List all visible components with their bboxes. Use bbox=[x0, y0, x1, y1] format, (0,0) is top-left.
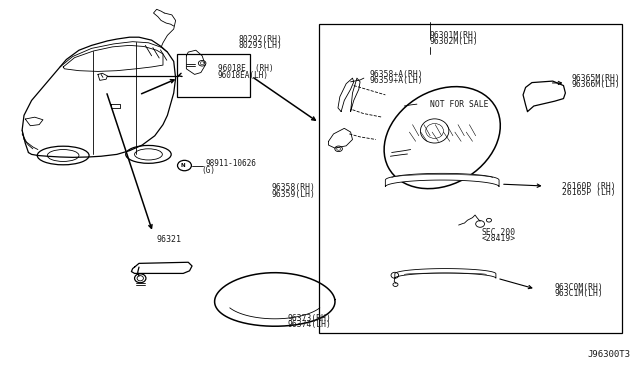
Text: <28419>: <28419> bbox=[481, 234, 515, 243]
Text: SEC.200: SEC.200 bbox=[481, 228, 515, 237]
Text: 96373(RH): 96373(RH) bbox=[287, 314, 332, 323]
Text: 96358(RH): 96358(RH) bbox=[271, 183, 316, 192]
Text: 80293(LH): 80293(LH) bbox=[239, 41, 283, 50]
Text: 26160P (RH): 26160P (RH) bbox=[562, 182, 616, 190]
Text: 96358+A(RH): 96358+A(RH) bbox=[369, 70, 423, 79]
Text: 26165P (LH): 26165P (LH) bbox=[562, 188, 616, 197]
Bar bbox=[177, 54, 250, 97]
Text: J96300T3: J96300T3 bbox=[588, 350, 630, 359]
Polygon shape bbox=[385, 173, 499, 187]
Polygon shape bbox=[395, 269, 496, 278]
Text: 96359(LH): 96359(LH) bbox=[271, 190, 316, 199]
Text: 98911-10626: 98911-10626 bbox=[205, 159, 256, 168]
Text: 96301M(RH): 96301M(RH) bbox=[429, 31, 478, 40]
Text: NOT FOR SALE: NOT FOR SALE bbox=[429, 100, 488, 109]
Ellipse shape bbox=[393, 283, 398, 286]
Text: 96302M(LH): 96302M(LH) bbox=[429, 37, 478, 46]
Text: 96366M(LH): 96366M(LH) bbox=[572, 80, 620, 89]
Ellipse shape bbox=[486, 218, 492, 222]
Text: 96018EA(LH): 96018EA(LH) bbox=[218, 71, 269, 80]
Text: 96374(LH): 96374(LH) bbox=[287, 320, 332, 329]
Text: N: N bbox=[180, 163, 185, 168]
Bar bbox=[319, 24, 622, 333]
Text: 80292(RH): 80292(RH) bbox=[239, 35, 283, 44]
Text: 96018E  (RH): 96018E (RH) bbox=[218, 64, 273, 73]
Text: 963C1M(LH): 963C1M(LH) bbox=[555, 289, 604, 298]
Text: 96359+A(LH): 96359+A(LH) bbox=[369, 76, 423, 85]
Text: 96321: 96321 bbox=[157, 235, 182, 244]
Text: 96365M(RH): 96365M(RH) bbox=[572, 74, 620, 83]
Text: (G): (G) bbox=[201, 166, 215, 174]
Text: 963C0M(RH): 963C0M(RH) bbox=[555, 283, 604, 292]
